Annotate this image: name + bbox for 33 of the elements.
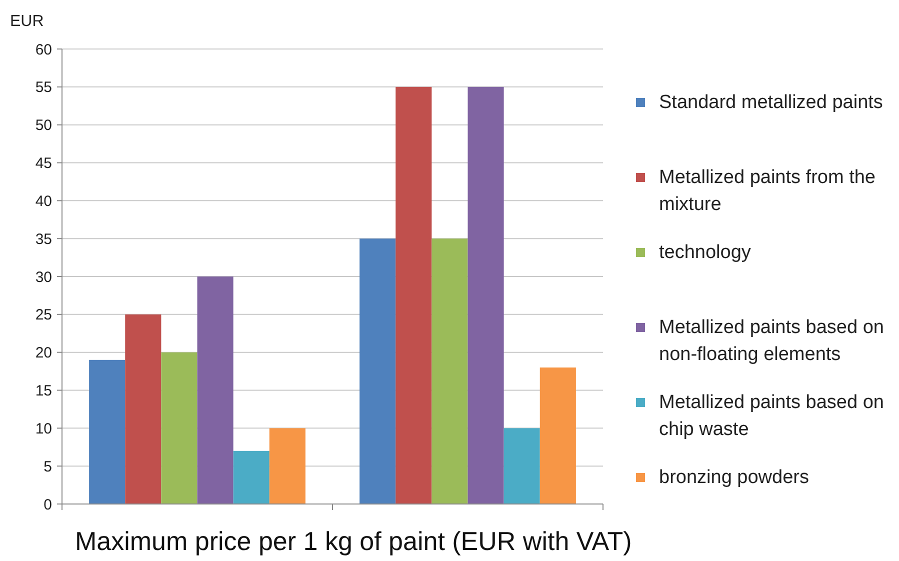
bar	[432, 238, 468, 504]
bar	[396, 86, 432, 504]
bar	[161, 352, 198, 504]
legend-label: Standard metallized paints	[659, 92, 883, 113]
bar	[125, 314, 162, 504]
y-tick-label: 0	[44, 496, 52, 514]
y-tick-label: 30	[35, 268, 52, 286]
legend-label: Metallized paints based on chip waste	[659, 392, 884, 440]
y-tick-label: 60	[35, 41, 52, 58]
y-tick-label: 55	[35, 79, 52, 96]
y-tick-label: 25	[35, 306, 52, 324]
legend-label: Metallized paints based on non-floating elements	[659, 317, 884, 365]
bar	[540, 368, 576, 504]
x-axis-title: Maximum price per 1 kg of paint (EUR with VAT)	[75, 526, 632, 556]
y-tick-label: 10	[35, 420, 52, 438]
y-axis-title: EUR	[10, 13, 44, 30]
bar	[269, 428, 306, 504]
bar	[233, 450, 270, 504]
legend-label: technology	[659, 242, 752, 263]
legend-label: Metallized paints from the mixture	[659, 167, 876, 215]
y-tick-label: 50	[35, 117, 52, 134]
y-tick-label: 20	[35, 344, 52, 362]
bar	[360, 238, 396, 504]
y-tick-label: 35	[35, 230, 52, 248]
legend-label: bronzing powders	[659, 467, 809, 488]
bar	[504, 428, 540, 504]
y-tick-label: 15	[35, 382, 52, 400]
y-tick-label: 5	[44, 458, 52, 476]
bar	[468, 86, 504, 504]
bar	[89, 360, 126, 504]
bar	[197, 276, 234, 504]
y-tick-label: 40	[35, 192, 52, 210]
y-tick-label: 45	[35, 155, 52, 172]
